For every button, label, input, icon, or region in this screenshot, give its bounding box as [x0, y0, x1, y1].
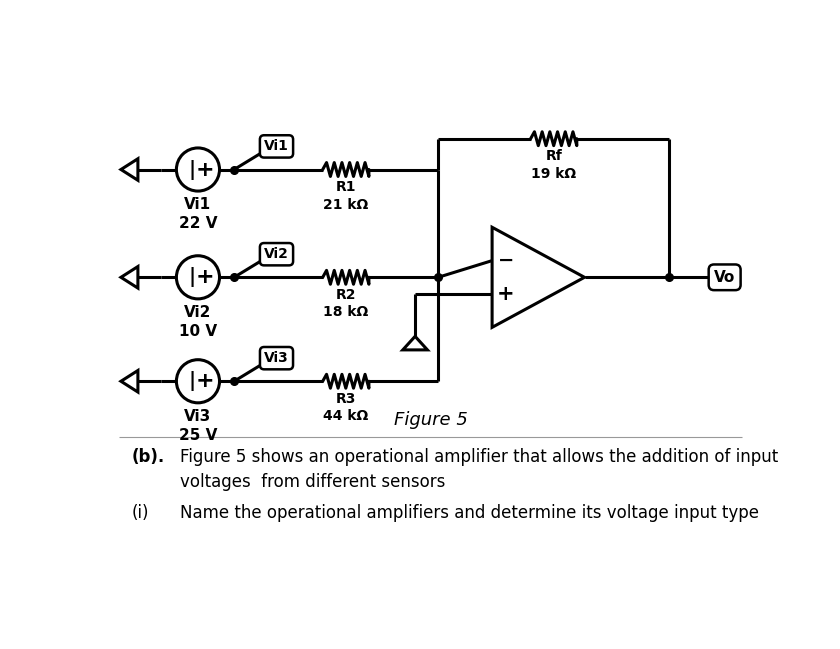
Text: Rf
19 kΩ: Rf 19 kΩ — [531, 149, 576, 181]
Text: Vo: Vo — [714, 270, 735, 285]
Text: Name the operational amplifiers and determine its voltage input type: Name the operational amplifiers and dete… — [181, 504, 759, 522]
Text: |: | — [188, 267, 196, 288]
Text: +: + — [196, 160, 214, 180]
Text: |: | — [188, 160, 196, 180]
Text: R1
21 kΩ: R1 21 kΩ — [323, 180, 369, 212]
Text: Vi2
10 V: Vi2 10 V — [179, 305, 217, 339]
Text: Vi2: Vi2 — [264, 247, 289, 261]
Text: (b).: (b). — [132, 448, 165, 466]
Text: Figure 5: Figure 5 — [394, 411, 467, 429]
Text: +: + — [497, 284, 515, 304]
Text: Vi3: Vi3 — [264, 351, 289, 365]
Text: |: | — [188, 371, 196, 391]
Text: Vi3
25 V: Vi3 25 V — [179, 409, 218, 443]
Text: (i): (i) — [132, 504, 150, 522]
Text: R3
44 kΩ: R3 44 kΩ — [323, 392, 369, 423]
Text: −: − — [498, 251, 514, 270]
Text: Figure 5 shows an operational amplifier that allows the addition of input
voltag: Figure 5 shows an operational amplifier … — [181, 448, 779, 491]
Text: Vi1
22 V: Vi1 22 V — [179, 197, 218, 231]
Text: R2
18 kΩ: R2 18 kΩ — [323, 288, 369, 319]
Text: +: + — [196, 267, 214, 288]
Text: +: + — [196, 371, 214, 391]
Text: Vi1: Vi1 — [264, 140, 289, 153]
